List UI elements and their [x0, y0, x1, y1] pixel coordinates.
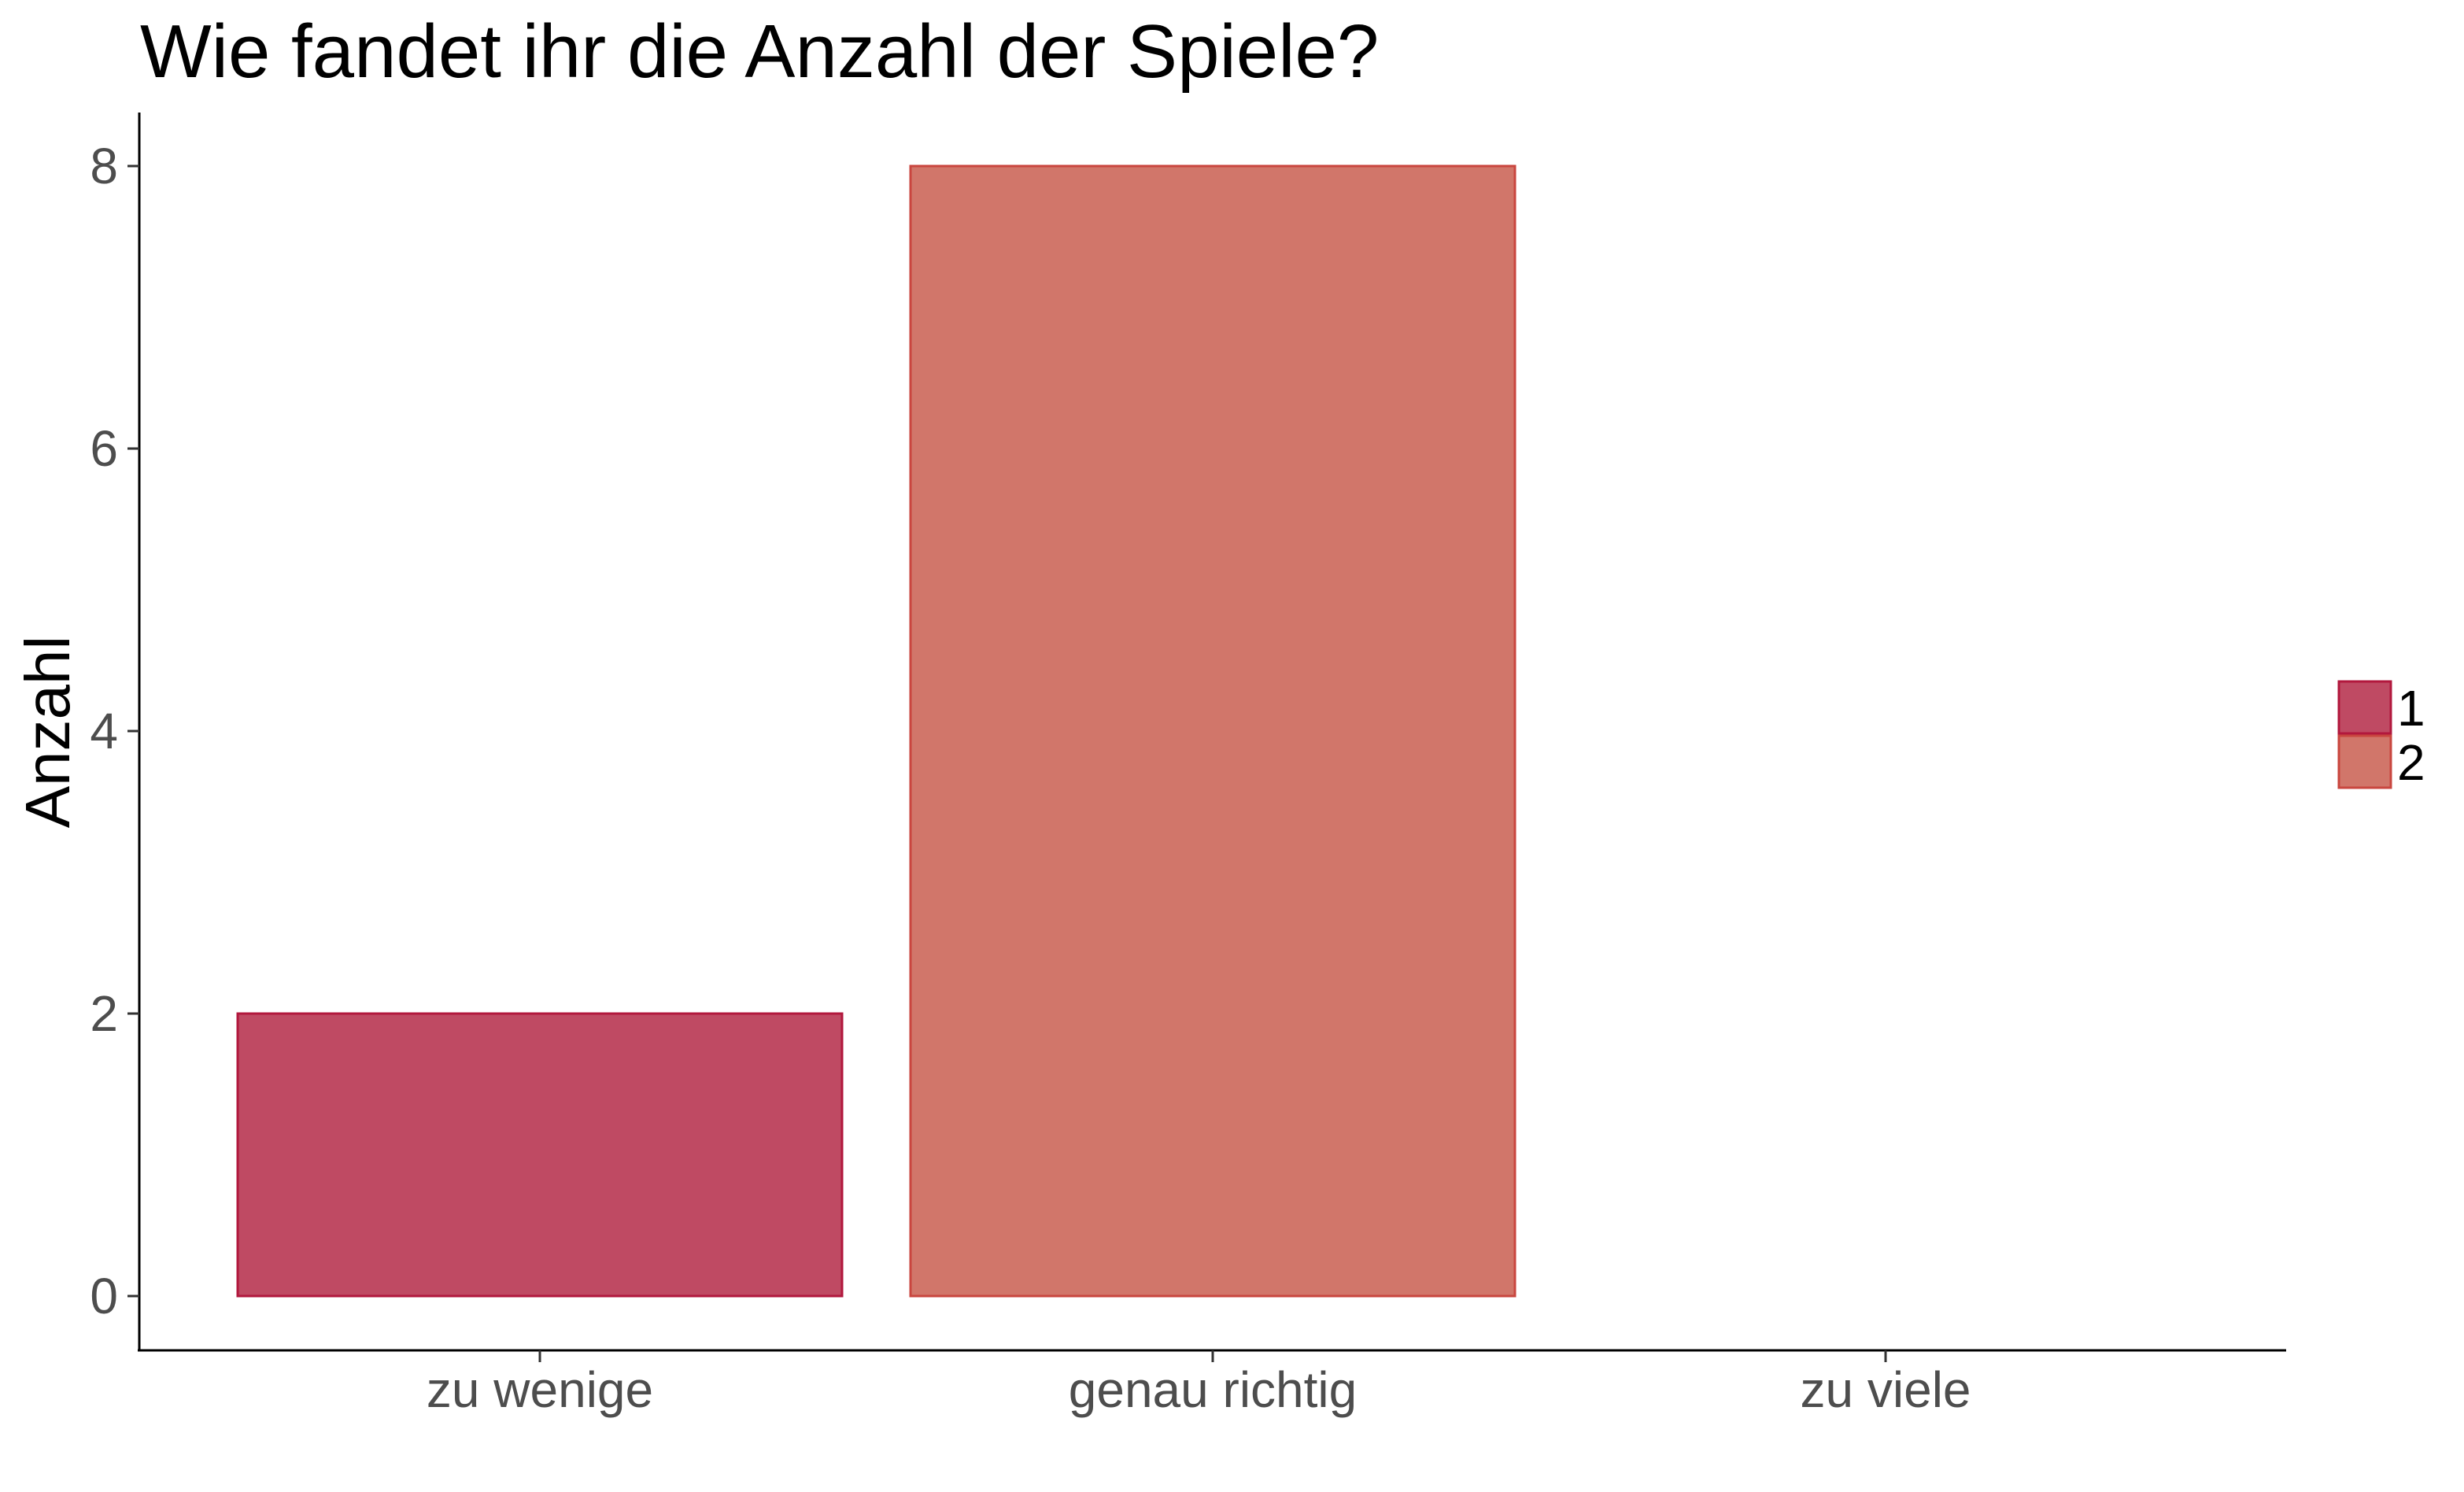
x-tick-label: zu wenige [427, 1361, 653, 1418]
legend-key-2 [2337, 734, 2392, 789]
x-axis: zu wenige genau richtig zu viele [427, 1350, 1971, 1418]
bar-zu-wenige [236, 1012, 844, 1298]
legend-label-1: 1 [2397, 680, 2425, 737]
x-tick-label: genau richtig [1069, 1361, 1357, 1418]
y-axis: 0 2 4 6 8 [90, 138, 139, 1324]
legend-key-1 [2337, 680, 2392, 735]
y-tick-label: 6 [90, 420, 118, 477]
y-tick-label: 2 [90, 985, 118, 1042]
legend: 12 [2337, 680, 2425, 791]
y-axis-title: Anzahl [13, 636, 83, 829]
y-tick-label: 4 [90, 703, 118, 759]
bar-genau-richtig [909, 164, 1516, 1298]
y-tick-label: 0 [90, 1268, 118, 1324]
y-tick-label: 8 [90, 138, 118, 194]
legend-label-2: 2 [2397, 734, 2425, 791]
plot-area [236, 164, 1516, 1298]
chart-title: Wie fandet ihr die Anzahl der Spiele? [140, 9, 1379, 94]
x-tick-label: zu viele [1801, 1361, 1971, 1418]
